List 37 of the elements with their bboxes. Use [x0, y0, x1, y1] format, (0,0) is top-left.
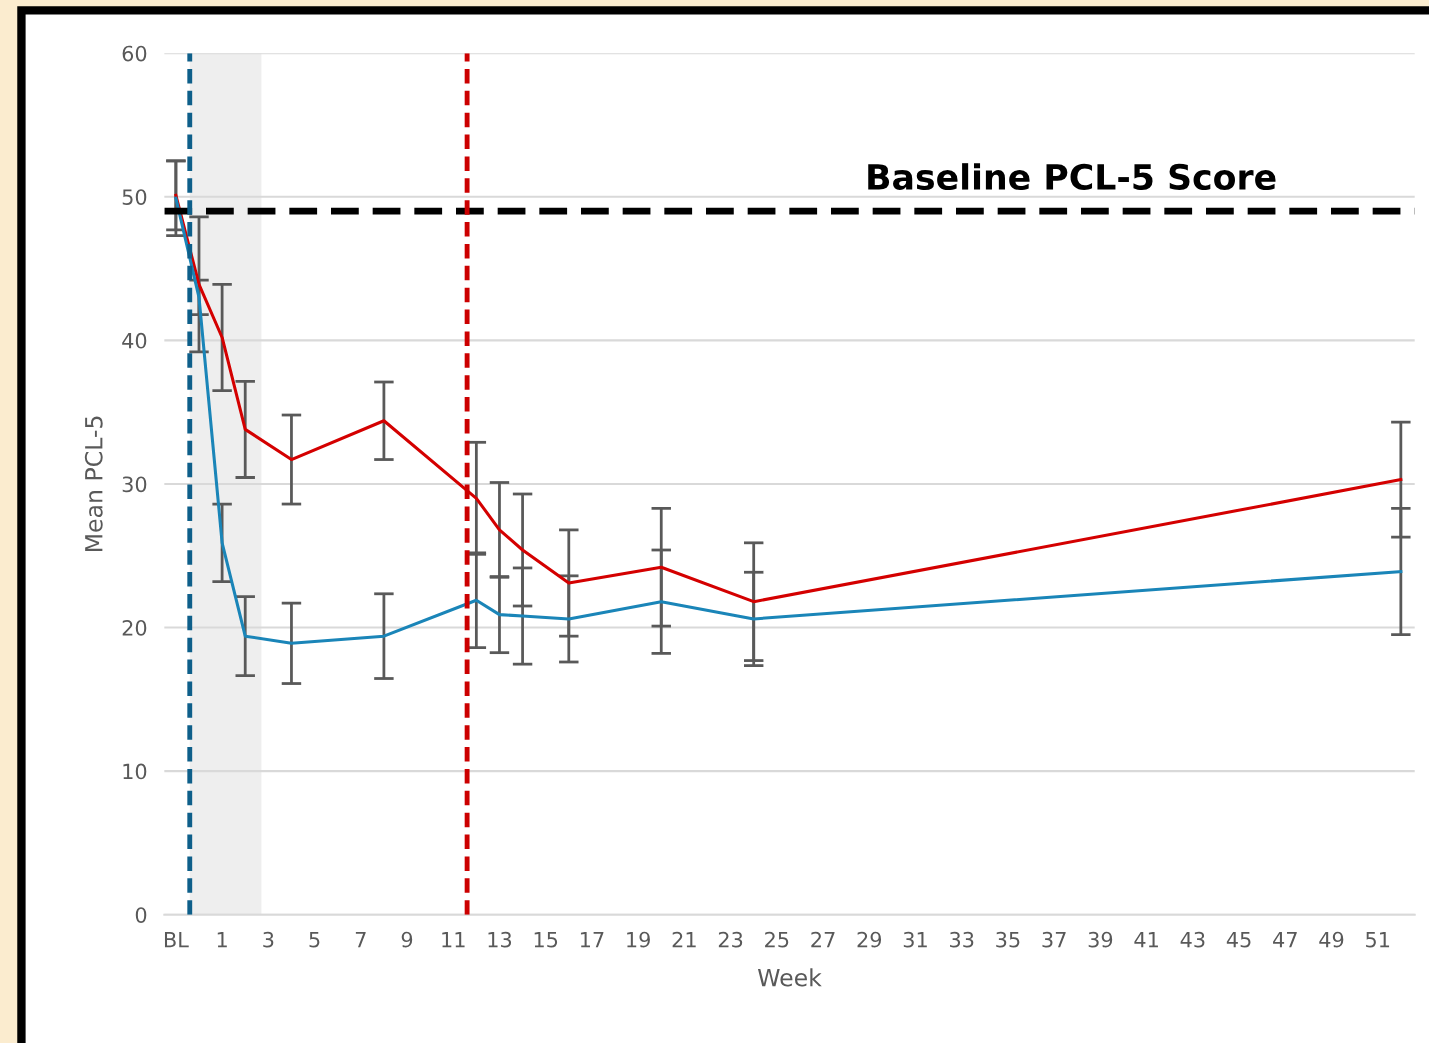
x-tick-label: 31 [903, 931, 927, 948]
x-tick-label: 51 [1366, 932, 1390, 948]
y-tick-label: 60 [122, 45, 147, 62]
y-tick-label: 50 [122, 189, 147, 205]
y-tick-label: 40 [122, 332, 147, 349]
x-tick-label: 23 [718, 931, 743, 948]
x-tick-label: 5 [309, 932, 320, 948]
x-tick-label: 39 [1088, 931, 1113, 948]
x-tick-label: 21 [672, 931, 696, 948]
x-tick-label: 27 [811, 931, 835, 948]
x-tick-label: 37 [1042, 931, 1066, 948]
x-tick-label: 45 [1226, 932, 1251, 948]
y-tick-label: 30 [122, 476, 147, 493]
x-tick-label: 47 [1273, 932, 1297, 948]
x-tick-label: 41 [1134, 932, 1158, 948]
ref-line-label: Baseline PCL-5 Score [868, 163, 1276, 191]
x-tick-label: 15 [534, 932, 558, 948]
x-tick-label: 7 [355, 932, 366, 948]
y-axis-title: Mean PCL-5 [84, 416, 103, 552]
x-tick-label: BL [164, 932, 189, 948]
x-tick-label: 19 [627, 931, 650, 948]
x-tick-label: 43 [1180, 931, 1205, 948]
x-tick-label: 11 [442, 932, 465, 948]
x-tick-label: 25 [765, 931, 789, 948]
x-tick-label: 17 [580, 932, 604, 948]
x-tick-label: 9 [401, 931, 413, 948]
x-axis-title: Week [757, 968, 822, 987]
y-tick-label: 0 [135, 907, 147, 923]
x-tick-label: 13 [488, 931, 512, 948]
x-tick-label: 29 [857, 931, 882, 948]
x-tick-label: 33 [950, 931, 974, 948]
y-tick-label: 10 [123, 763, 147, 780]
x-tick-label: 49 [1319, 931, 1344, 948]
x-tick-label: 1 [217, 932, 227, 948]
x-tick-label: 35 [996, 931, 1020, 948]
y-tick-label: 20 [122, 619, 147, 636]
x-tick-label: 3 [263, 931, 274, 948]
